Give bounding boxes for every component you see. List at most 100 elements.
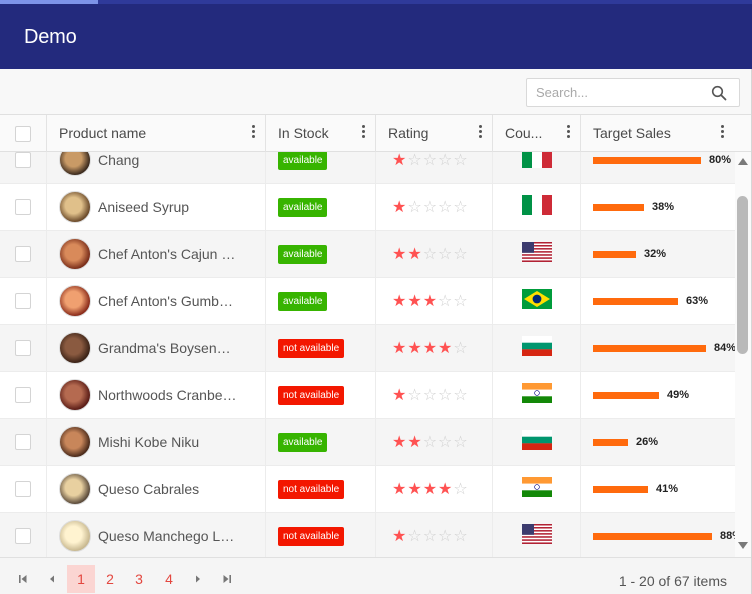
column-menu-icon[interactable] bbox=[565, 124, 571, 140]
table-row[interactable]: Chef Anton's Gumbo Mix available ★★★☆☆ 63% bbox=[0, 278, 735, 325]
table-row[interactable]: Chef Anton's Cajun Seasoningavailable★★☆… bbox=[0, 231, 735, 278]
page-button-3[interactable]: 3 bbox=[135, 571, 143, 587]
product-name: Chef Anton's Gumbo Mix bbox=[98, 293, 238, 309]
scroll-thumb[interactable] bbox=[737, 196, 748, 354]
target-sales-cell: 84% bbox=[580, 325, 735, 371]
star-icon: ☆ bbox=[422, 246, 439, 263]
star-icon: ☆ bbox=[453, 434, 469, 451]
target-sales-cell: 63% bbox=[580, 278, 735, 324]
column-label: Target Sales bbox=[593, 125, 671, 141]
row-checkbox[interactable] bbox=[15, 340, 31, 356]
star-icon: ★ bbox=[407, 481, 423, 498]
next-page-icon[interactable] bbox=[184, 565, 212, 593]
rating-cell: ★★★★☆ bbox=[375, 466, 492, 512]
target-sales-bar bbox=[593, 345, 706, 352]
in-stock-cell: not available bbox=[265, 372, 375, 418]
scroll-down-icon[interactable] bbox=[738, 542, 748, 549]
vertical-scrollbar[interactable] bbox=[735, 152, 751, 557]
table-row[interactable]: Northwoods Cranberry Sauce not available ★… bbox=[0, 372, 735, 419]
product-name-cell: Chef Anton's Gumbo Mix bbox=[46, 278, 265, 324]
row-select-cell bbox=[0, 513, 46, 557]
table-row[interactable]: Grandma's Boysenberry Spread not availabl… bbox=[0, 325, 735, 372]
table-row[interactable]: Chang available ★☆☆☆☆ 80% bbox=[0, 152, 735, 184]
flag-india-icon bbox=[522, 383, 552, 403]
row-checkbox[interactable] bbox=[15, 152, 31, 168]
row-select-cell bbox=[0, 372, 46, 418]
status-badge: available bbox=[278, 198, 328, 217]
product-image bbox=[59, 379, 91, 411]
rating-cell: ★★★★☆ bbox=[375, 325, 492, 371]
grid-toolbar bbox=[0, 69, 751, 115]
grid-pager: 1 2 3 4 1 - 20 of 67 items bbox=[0, 557, 751, 594]
page-button-2[interactable]: 2 bbox=[106, 571, 114, 587]
first-page-icon[interactable] bbox=[9, 565, 37, 593]
row-checkbox[interactable] bbox=[15, 246, 31, 262]
column-menu-icon[interactable] bbox=[250, 124, 256, 140]
country-cell bbox=[492, 419, 580, 465]
star-icon: ☆ bbox=[453, 340, 469, 357]
product-name-cell: Chang bbox=[46, 152, 265, 183]
star-rating: ★★☆☆☆ bbox=[392, 244, 469, 264]
star-icon: ★ bbox=[422, 481, 439, 498]
select-all-checkbox[interactable] bbox=[15, 126, 31, 142]
product-name: Chang bbox=[98, 152, 140, 168]
row-checkbox[interactable] bbox=[15, 387, 31, 403]
column-menu-icon[interactable] bbox=[360, 124, 366, 140]
star-icon: ☆ bbox=[422, 528, 439, 545]
country-cell bbox=[492, 152, 580, 183]
country-cell bbox=[492, 372, 580, 418]
table-row[interactable]: Aniseed Syrup available ★☆☆☆☆ 38% bbox=[0, 184, 735, 231]
product-name-cell: Grandma's Boysenberry Spread bbox=[46, 325, 265, 371]
target-sales-value: 88% bbox=[720, 530, 735, 542]
page-button-1[interactable]: 1 bbox=[67, 565, 95, 593]
target-sales-bar bbox=[593, 157, 701, 164]
star-icon: ☆ bbox=[438, 199, 454, 216]
product-image bbox=[59, 473, 91, 505]
search-box[interactable] bbox=[526, 78, 740, 107]
target-sales-bar bbox=[593, 533, 712, 540]
row-checkbox[interactable] bbox=[15, 528, 31, 544]
star-rating: ★☆☆☆☆ bbox=[392, 385, 469, 405]
row-checkbox[interactable] bbox=[15, 199, 31, 215]
search-input[interactable] bbox=[527, 79, 707, 106]
target-sales-value: 32% bbox=[644, 248, 667, 260]
star-icon: ☆ bbox=[453, 293, 469, 310]
column-menu-icon[interactable] bbox=[719, 124, 725, 140]
scroll-up-icon[interactable] bbox=[738, 158, 748, 165]
row-checkbox[interactable] bbox=[15, 481, 31, 497]
grid-body: Chang available ★☆☆☆☆ 80% Aniseed Syrup avail… bbox=[0, 152, 735, 557]
column-menu-icon[interactable] bbox=[477, 124, 483, 140]
flag-usa-icon bbox=[522, 242, 552, 262]
column-header-rating[interactable]: Rating bbox=[375, 115, 492, 152]
row-select-cell bbox=[0, 466, 46, 512]
table-row[interactable]: Queso Cabrales not available ★★★★☆ 41% bbox=[0, 466, 735, 513]
product-name-cell: Mishi Kobe Niku bbox=[46, 419, 265, 465]
table-row[interactable]: Mishi Kobe Niku available ★★☆☆☆ 26% bbox=[0, 419, 735, 466]
status-badge: not available bbox=[278, 480, 345, 499]
previous-page-icon[interactable] bbox=[38, 565, 66, 593]
target-sales-value: 80% bbox=[709, 154, 732, 166]
table-row[interactable]: Queso Manchego La Pastoranot available★☆… bbox=[0, 513, 735, 557]
column-header-in-stock[interactable]: In Stock bbox=[265, 115, 375, 152]
rating-cell: ★★★☆☆ bbox=[375, 278, 492, 324]
row-checkbox[interactable] bbox=[15, 434, 31, 450]
status-badge: available bbox=[278, 433, 328, 452]
flag-brazil-icon bbox=[522, 289, 552, 309]
star-icon: ☆ bbox=[422, 387, 439, 404]
column-header-product-name[interactable]: Product name bbox=[46, 115, 265, 152]
star-icon: ★ bbox=[392, 481, 408, 498]
star-icon: ★ bbox=[392, 387, 408, 404]
star-icon: ☆ bbox=[438, 387, 454, 404]
star-rating: ★★★★☆ bbox=[392, 479, 469, 499]
select-all-cell bbox=[0, 115, 46, 152]
product-name: Queso Cabrales bbox=[98, 481, 200, 497]
grid-header: Product name In Stock Rating Cou... Targ… bbox=[0, 115, 751, 152]
last-page-icon[interactable] bbox=[213, 565, 241, 593]
column-header-target-sales[interactable]: Target Sales bbox=[580, 115, 734, 152]
star-icon: ☆ bbox=[438, 152, 454, 169]
star-icon: ☆ bbox=[422, 434, 439, 451]
search-icon[interactable] bbox=[711, 85, 727, 101]
column-header-country[interactable]: Cou... bbox=[492, 115, 580, 152]
row-checkbox[interactable] bbox=[15, 293, 31, 309]
page-button-4[interactable]: 4 bbox=[165, 571, 173, 587]
